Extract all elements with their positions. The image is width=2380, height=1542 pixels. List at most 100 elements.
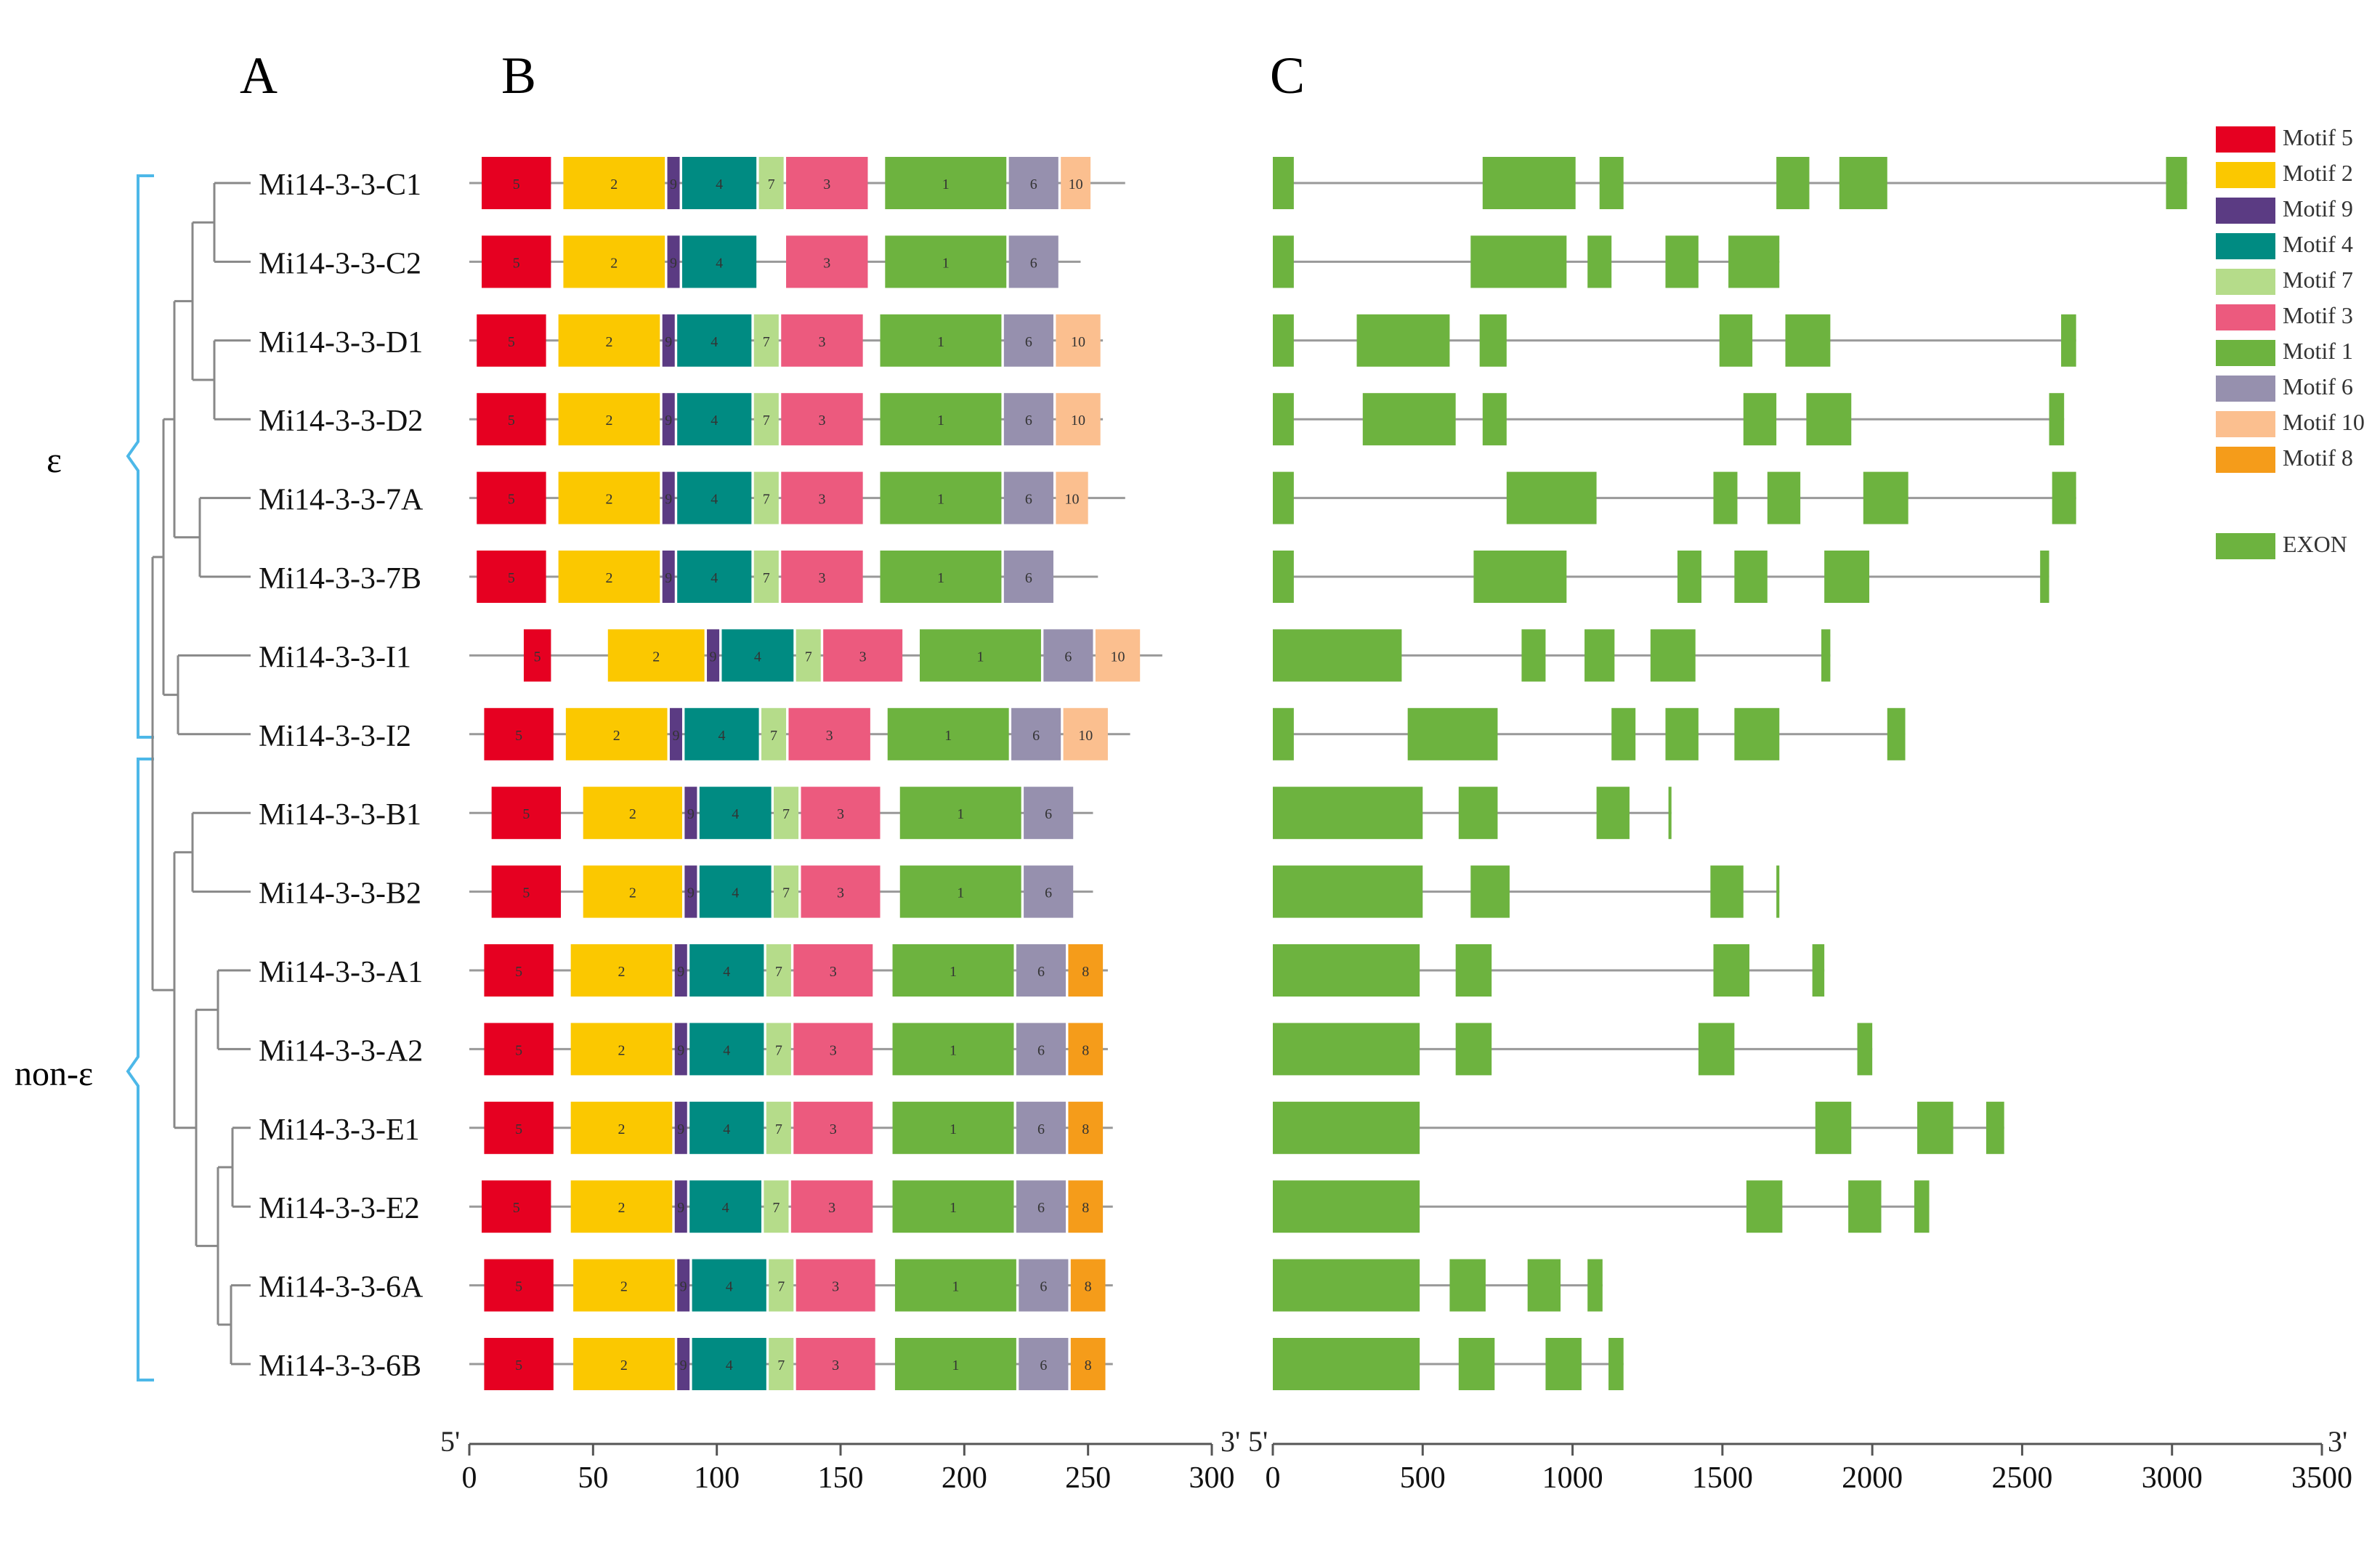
motif-number: 1	[950, 1121, 957, 1137]
motif-number: 1	[937, 570, 944, 586]
exon-row	[1273, 1101, 2004, 1154]
motif-number: 5	[515, 1121, 522, 1137]
exon-box	[1458, 1338, 1495, 1390]
motif-number: 6	[1025, 492, 1032, 508]
exon-box	[1776, 865, 1780, 918]
motif-number: 8	[1085, 1279, 1092, 1295]
exon-box	[1479, 314, 1507, 367]
exon-box	[1362, 393, 1456, 446]
motif-7-box	[764, 1180, 789, 1233]
exon-box	[1273, 393, 1294, 446]
exon-box	[1449, 1259, 1486, 1312]
motif-2-box	[607, 629, 705, 682]
legend-label: Motif 10	[2283, 409, 2365, 435]
motif-4-box	[677, 314, 752, 367]
motif-number: 10	[1069, 176, 1083, 192]
exon-box	[1273, 787, 1423, 840]
motif-3-box	[793, 1101, 873, 1154]
motif-number: 9	[710, 649, 717, 665]
motif-8-box	[1070, 1338, 1106, 1390]
gene-label: Mi14-3-3-E1	[259, 1113, 420, 1147]
motif-4-box	[692, 1259, 766, 1312]
motif-8-box	[1068, 944, 1104, 997]
motif-5-box	[477, 551, 546, 603]
axis-c-start-label: 5'	[1248, 1425, 1268, 1458]
motif-number: 3	[818, 492, 825, 508]
motif-9-box	[662, 471, 675, 524]
motif-number: 7	[775, 964, 782, 980]
exon-box	[1473, 551, 1567, 603]
panel-label-b: B	[501, 46, 536, 105]
exon-row	[1273, 393, 2065, 446]
motif-2-box	[570, 1023, 673, 1076]
motif-1-box	[880, 393, 1002, 446]
exon-box	[1599, 157, 1624, 209]
exon-box	[1458, 787, 1498, 840]
motif-3-box	[790, 1180, 873, 1233]
exon-row	[1273, 707, 1906, 760]
axis-tick-label: 0	[1266, 1461, 1281, 1495]
motif-2-box	[573, 1259, 675, 1312]
motif-9-box	[684, 787, 697, 840]
motif-5-box	[491, 787, 562, 840]
exon-box	[1677, 551, 1701, 603]
gene-label: Mi14-3-3-E2	[259, 1192, 420, 1225]
motif-row: 5 2 9 4 7 3 1 6	[469, 551, 1098, 603]
motif-number: 2	[652, 649, 660, 665]
motif-number: 9	[680, 1279, 687, 1295]
exon-row	[1273, 551, 2049, 603]
motif-number: 8	[1082, 964, 1089, 980]
motif-number: 5	[522, 885, 530, 901]
exon-box	[1273, 1101, 1420, 1154]
exon-box	[1728, 235, 1780, 288]
motif-number: 7	[763, 570, 770, 586]
motif-3-box	[793, 1023, 873, 1076]
motif-number: 2	[620, 1358, 628, 1373]
motif-6-box	[1019, 1259, 1069, 1312]
motif-number: 1	[952, 1279, 959, 1295]
motif-10-box	[1056, 393, 1101, 446]
motif-number: 1	[976, 649, 984, 665]
motif-number: 7	[763, 492, 770, 508]
motif-7-box	[769, 1259, 794, 1312]
axis-b-end-label: 3'	[1221, 1425, 1240, 1458]
panel-label-a: A	[240, 46, 278, 105]
motif-number: 2	[618, 964, 626, 980]
exon-box	[2061, 314, 2076, 367]
motif-7-box	[753, 393, 779, 446]
motif-number: 9	[687, 885, 695, 901]
gene-label: Mi14-3-3-A2	[259, 1034, 423, 1068]
motif-4-box	[677, 393, 752, 446]
motif-2-box	[565, 707, 668, 760]
motif-2-box	[570, 944, 673, 997]
motif-6-box	[1024, 787, 1074, 840]
motif-6-box	[1016, 1180, 1066, 1233]
axis-tick-label: 150	[818, 1461, 864, 1495]
axis-tick-label: 2500	[1991, 1461, 2052, 1495]
legend-swatch-motif-4	[2216, 233, 2275, 259]
motif-number: 8	[1082, 1121, 1089, 1137]
motif-number: 6	[1037, 1121, 1045, 1137]
motif-number: 4	[754, 649, 761, 665]
legend-swatch-motif-6	[2216, 376, 2275, 402]
motif-2-box	[563, 157, 665, 209]
exon-row	[1273, 1023, 1873, 1076]
motif-number: 2	[610, 255, 618, 271]
motif-number: 2	[605, 334, 612, 350]
motif-number: 7	[775, 1042, 782, 1058]
exon-box	[1815, 1101, 1852, 1154]
motif-number: 5	[513, 255, 520, 271]
motif-number: 6	[1037, 964, 1045, 980]
motif-9-box	[674, 944, 687, 997]
motif-row: 5 2 9 4 7 3 1 6 8	[469, 1023, 1108, 1076]
exon-row	[1273, 1338, 1624, 1390]
motif-number: 5	[515, 728, 522, 744]
motif-number: 1	[950, 1042, 957, 1058]
motif-7-box	[796, 629, 821, 682]
legend-swatch-motif-10	[2216, 411, 2275, 437]
axis-tick-label: 2000	[1842, 1461, 1903, 1495]
exon-box	[1767, 471, 1801, 524]
motif-number: 8	[1082, 1200, 1089, 1216]
exon-box	[1719, 314, 1753, 367]
motif-number: 5	[515, 1279, 522, 1295]
